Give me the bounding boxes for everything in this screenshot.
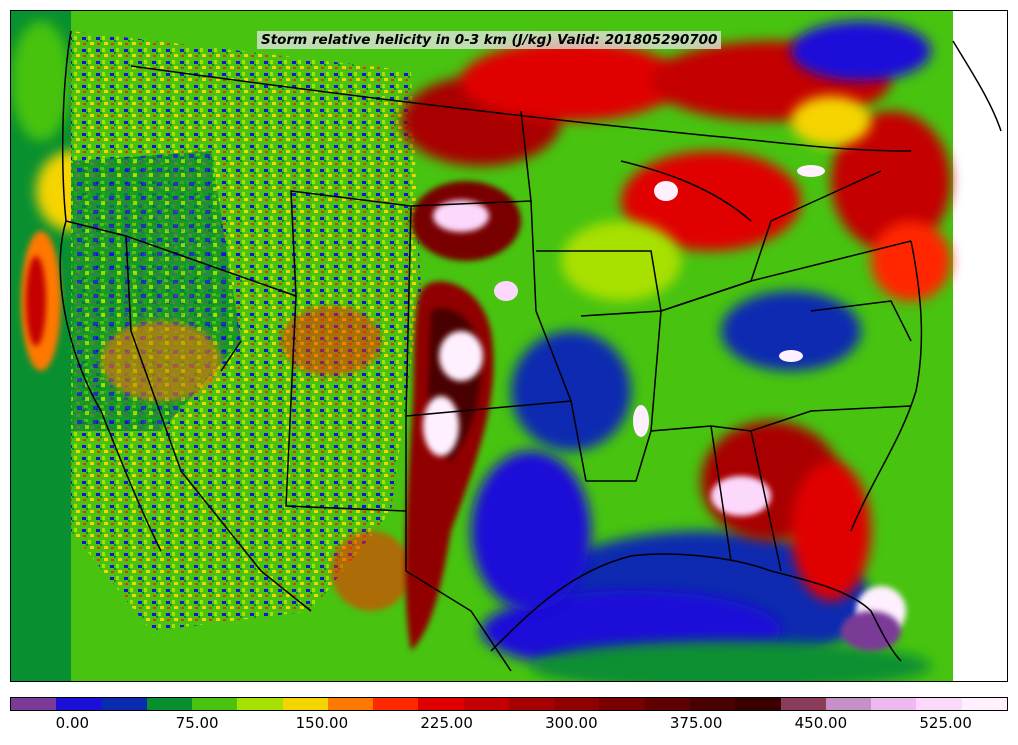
colorbar-segment [554, 698, 600, 710]
state-boundaries [65, 65, 912, 672]
colorbar-segment [463, 698, 509, 710]
helicity-map [11, 11, 1007, 681]
colorbar-segment [735, 698, 781, 710]
colorbar-segment [192, 698, 238, 710]
colorbar-segment [871, 698, 917, 710]
colorbar-tick-label: 525.00 [919, 714, 972, 732]
colorbar-segment [418, 698, 464, 710]
colorbar-segment [825, 698, 872, 710]
colorbar-segment [780, 698, 826, 710]
colorbar-segment [11, 698, 57, 710]
colorbar-segment [56, 698, 102, 710]
map-panel: Storm relative helicity in 0-3 km (J/kg)… [10, 10, 1008, 682]
colorbar-segment [916, 698, 962, 710]
colorbar-tick-label: 450.00 [794, 714, 848, 732]
colorbar-segment [327, 698, 374, 710]
colorbar-segment [689, 698, 736, 710]
colorbar-segment [373, 698, 419, 710]
colorbar-tick-label: 225.00 [420, 714, 473, 732]
colorbar-tick-label: 300.00 [545, 714, 598, 732]
colorbar-segment [961, 698, 1007, 710]
colorbar-segment [101, 698, 147, 710]
colorbar-segment [599, 698, 645, 710]
colorbar-tick-label: 375.00 [669, 714, 723, 732]
colorbar-tick-label: 150.00 [295, 714, 349, 732]
colorbar-segment [282, 698, 328, 710]
colorbar-tick-label: 0.00 [55, 714, 90, 732]
colorbar-segment [508, 698, 555, 710]
outside-domain [953, 11, 1007, 681]
helicity-field [11, 11, 951, 681]
colorbar-segment [146, 698, 193, 710]
colorbar-tick-label: 75.00 [175, 714, 219, 732]
coastline [59, 30, 1002, 662]
colorbar [10, 697, 1008, 711]
map-title: Storm relative helicity in 0-3 km (J/kg)… [257, 31, 722, 49]
colorbar-segment [237, 698, 283, 710]
colorbar-segment [644, 698, 690, 710]
colorbar-ticks: 0.00 75.00 150.00 225.00 300.00 375.00 450.00 5… [10, 714, 1008, 738]
